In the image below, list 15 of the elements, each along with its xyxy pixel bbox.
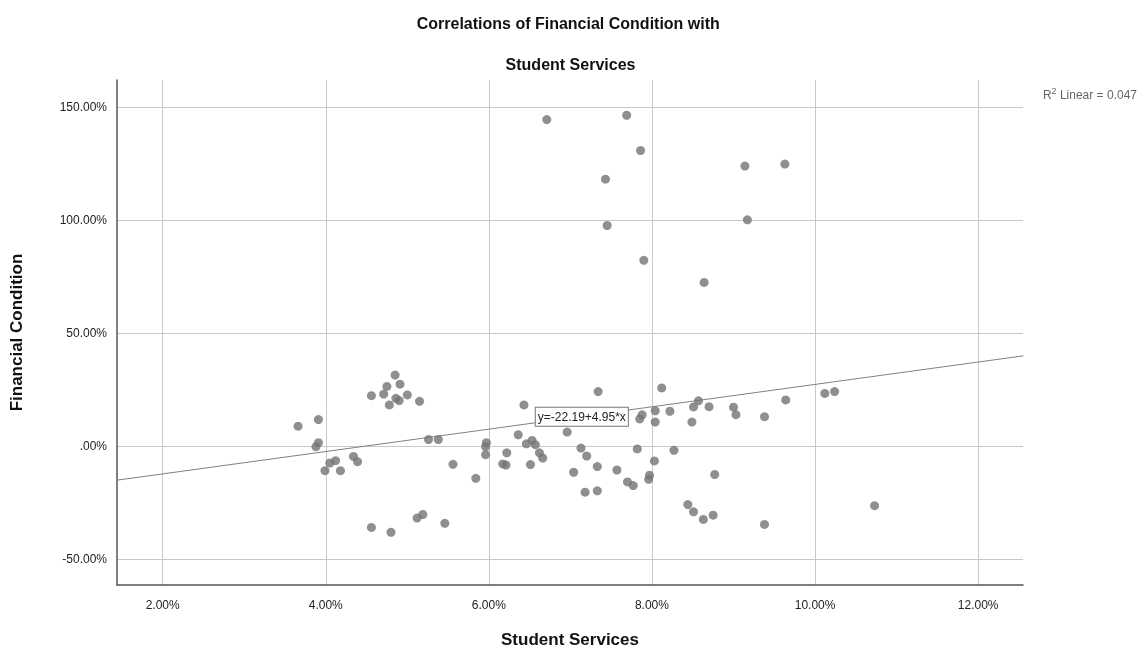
x-tick-label: 10.00% <box>794 598 836 612</box>
chart-title: Correlations of Financial Condition with Student Services <box>416 15 720 73</box>
x-tick-label: 12.00% <box>957 598 999 612</box>
y-axis-title: Financial Condition <box>7 253 26 412</box>
x-tick-label: 4.00% <box>308 598 344 612</box>
y-tick-label: 100.00% <box>59 213 108 228</box>
x-tick-label: 8.00% <box>634 598 670 612</box>
y-tick-label: 150.00% <box>59 100 108 115</box>
annotation: y=-22.19+4.95*x <box>537 409 626 424</box>
y-tick-label: 50.00% <box>66 326 108 341</box>
x-tick-label: 6.00% <box>471 598 507 612</box>
x-tick-label: 2.00% <box>145 598 181 612</box>
x-axis-title: Student Services <box>501 630 639 649</box>
y-tick-label: -50.00% <box>62 552 108 567</box>
y-tick-label: .00% <box>79 439 108 454</box>
